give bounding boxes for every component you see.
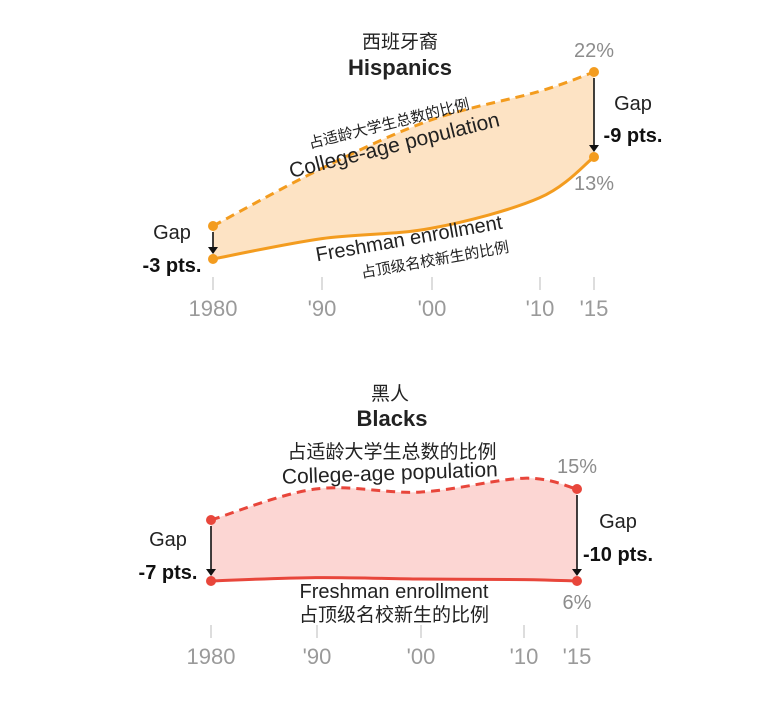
hispanics-tick-label: 1980 (189, 296, 238, 321)
blacks-tick-label: '15 (563, 644, 592, 669)
blacks-freshman-end-point (572, 576, 582, 586)
hispanics-end-gap-label: Gap (614, 93, 652, 115)
hispanics-freshman-end-point (589, 152, 599, 162)
blacks-tick-label: 1980 (187, 644, 236, 669)
blacks-freshman-line (210, 576, 578, 583)
blacks-freshman-label: Freshman enrollment (300, 581, 489, 603)
blacks-panel: 黑人 Blacks 占适龄大学生总数的比例 College-age popula… (139, 383, 653, 669)
hispanics-end-gap-value: -9 pts. (604, 125, 663, 147)
hispanics-tick-label: '10 (526, 296, 555, 321)
blacks-gap-area (211, 478, 577, 581)
hispanics-college-age-start-point (208, 221, 218, 231)
blacks-freshman-label-zh: 占顶级名校新生的比例 (299, 604, 489, 626)
blacks-title-zh: 黑人 (371, 383, 409, 405)
blacks-start-gap-label: Gap (149, 529, 187, 551)
hispanics-start-gap-value: -3 pts. (143, 255, 202, 277)
hispanics-tick-label: '90 (308, 296, 337, 321)
hispanics-freshman-end-value: 13% (574, 173, 614, 195)
hispanics-gap-area (213, 72, 594, 259)
blacks-college-age-end-value: 15% (557, 456, 597, 478)
blacks-college-age-label-zh: 占适龄大学生总数的比例 (287, 441, 496, 463)
hispanics-panel: 西班牙裔 Hispanics 占适龄大学生总数的比例 College-age p… (143, 31, 663, 321)
hispanics-start-gap-arrowhead (208, 247, 218, 254)
hispanics-college-age-end-point (589, 67, 599, 77)
hispanics-title-zh: 西班牙裔 (362, 31, 438, 53)
hispanics-x-axis: 1980 '90 '00 '10 '15 (189, 277, 609, 321)
hispanics-start-gap-label: Gap (153, 222, 191, 244)
blacks-title: Blacks (357, 406, 428, 431)
blacks-tick-label: '10 (510, 644, 539, 669)
blacks-end-gap-label: Gap (599, 511, 637, 533)
blacks-tick-label: '00 (407, 644, 436, 669)
blacks-x-axis: 1980 '90 '00 '10 '15 (187, 625, 592, 669)
hispanics-college-age-line (212, 70, 595, 228)
blacks-end-gap-value: -10 pts. (583, 544, 653, 566)
blacks-college-age-end-point (572, 484, 582, 494)
blacks-freshman-start-point (206, 576, 216, 586)
blacks-freshman-end-value: 6% (563, 592, 592, 614)
blacks-end-gap-arrowhead (572, 569, 582, 576)
hispanics-freshman-start-point (208, 254, 218, 264)
blacks-tick-label: '90 (303, 644, 332, 669)
blacks-college-age-line (210, 476, 578, 522)
hispanics-title: Hispanics (348, 55, 452, 80)
blacks-start-gap-arrowhead (206, 569, 216, 576)
hispanics-college-age-end-value: 22% (574, 40, 614, 62)
blacks-start-gap-value: -7 pts. (139, 562, 198, 584)
hispanics-end-gap-arrowhead (589, 145, 599, 152)
hispanics-tick-label: '00 (418, 296, 447, 321)
blacks-college-age-start-point (206, 515, 216, 525)
hispanics-freshman-line (212, 155, 595, 261)
hispanics-tick-label: '15 (580, 296, 609, 321)
